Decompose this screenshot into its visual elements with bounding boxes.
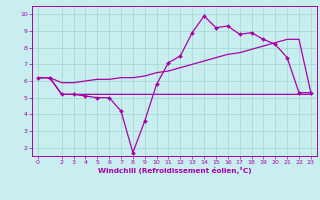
- X-axis label: Windchill (Refroidissement éolien,°C): Windchill (Refroidissement éolien,°C): [98, 167, 251, 174]
